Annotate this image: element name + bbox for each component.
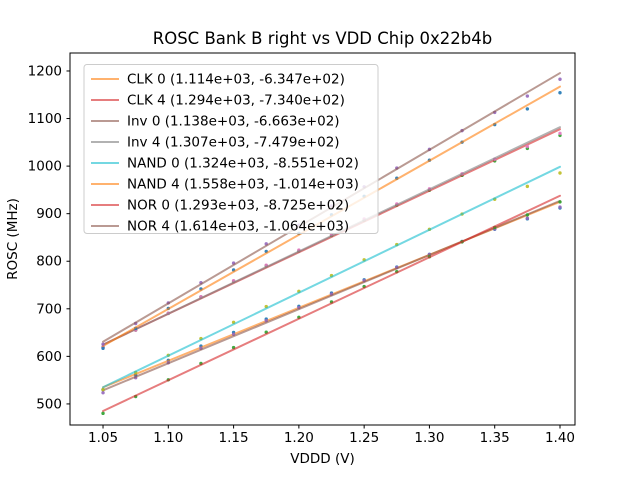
y-tick-label: 700 bbox=[36, 301, 62, 317]
data-point bbox=[101, 411, 105, 416]
series-nor-0 bbox=[101, 194, 562, 416]
x-tick-label: 1.25 bbox=[349, 430, 379, 446]
data-point bbox=[525, 94, 530, 98]
legend-label: CLK 4 (1.294e+03, -7.340e+02) bbox=[127, 93, 345, 109]
legend-entry-nor-4: NOR 4 (1.614e+03, -1.064e+03) bbox=[91, 219, 349, 235]
legend-entry-clk-4: CLK 4 (1.294e+03, -7.340e+02) bbox=[91, 93, 345, 109]
legend-label: NAND 0 (1.324e+03, -8.551e+02) bbox=[127, 156, 359, 172]
y-axis: 500 600 700 800 900 1000 1100 1200 ROSC (MHz) bbox=[5, 63, 70, 412]
data-point bbox=[101, 342, 105, 346]
data-point bbox=[558, 205, 562, 209]
legend-entry-clk-0: CLK 0 (1.114e+03, -6.347e+02) bbox=[91, 72, 345, 88]
data-point bbox=[101, 387, 105, 392]
legend-entry-inv-4: Inv 4 (1.307e+03, -7.479e+02) bbox=[91, 135, 340, 151]
legend-frame bbox=[83, 64, 379, 234]
legend-label: NOR 0 (1.293e+03, -8.725e+02) bbox=[127, 198, 349, 214]
data-point bbox=[525, 184, 530, 189]
data-point bbox=[558, 91, 562, 95]
y-tick-label: 800 bbox=[36, 254, 62, 270]
legend-entry-nand-4: NAND 4 (1.558e+03, -1.014e+03) bbox=[91, 177, 359, 193]
y-tick-label: 1200 bbox=[28, 63, 62, 79]
data-point bbox=[101, 391, 105, 395]
y-tick-label: 500 bbox=[36, 396, 62, 412]
chart-title: ROSC Bank B right vs VDD Chip 0x22b4b bbox=[153, 29, 493, 48]
legend-label: NAND 4 (1.558e+03, -1.014e+03) bbox=[127, 177, 359, 193]
legend: CLK 0 (1.114e+03, -6.347e+02) CLK 4 (1.29… bbox=[83, 64, 379, 235]
legend-entry-nor-0: NOR 0 (1.293e+03, -8.725e+02) bbox=[91, 198, 349, 214]
x-tick-label: 1.05 bbox=[88, 430, 118, 446]
x-tick-label: 1.30 bbox=[414, 430, 444, 446]
y-axis-label: ROSC (MHz) bbox=[5, 198, 21, 280]
x-tick-label: 1.15 bbox=[219, 430, 249, 446]
x-tick-label: 1.10 bbox=[153, 430, 183, 446]
fit-line bbox=[102, 194, 561, 412]
data-point bbox=[558, 131, 562, 136]
y-tick-label: 600 bbox=[36, 349, 62, 365]
data-point bbox=[525, 107, 530, 111]
legend-label: NOR 4 (1.614e+03, -1.064e+03) bbox=[127, 219, 349, 235]
x-axis-label: VDDD (V) bbox=[290, 451, 354, 467]
data-point bbox=[558, 171, 562, 175]
data-point bbox=[525, 144, 530, 149]
fit-line bbox=[102, 165, 561, 389]
x-tick-label: 1.35 bbox=[480, 430, 510, 446]
y-tick-label: 1000 bbox=[28, 159, 62, 175]
x-tick-label: 1.20 bbox=[284, 430, 314, 446]
legend-entry-nand-0: NAND 0 (1.324e+03, -8.551e+02) bbox=[91, 156, 359, 172]
legend-entry-inv-0: Inv 0 (1.138e+03, -6.663e+02) bbox=[91, 114, 340, 130]
data-point bbox=[525, 213, 530, 217]
y-tick-label: 900 bbox=[36, 206, 62, 222]
legend-label: CLK 0 (1.114e+03, -6.347e+02) bbox=[127, 72, 345, 88]
x-axis: 1.05 1.10 1.15 1.20 1.25 1.30 1.35 1.40 VDDD (V) bbox=[88, 425, 575, 467]
fit-line bbox=[102, 126, 561, 346]
y-tick-label: 1100 bbox=[28, 111, 62, 127]
data-point bbox=[525, 216, 530, 220]
axes-spines bbox=[69, 52, 576, 426]
data-point bbox=[558, 200, 562, 204]
legend-label: Inv 4 (1.307e+03, -7.479e+02) bbox=[127, 135, 340, 151]
legend-label: Inv 0 (1.138e+03, -6.663e+02) bbox=[127, 114, 340, 130]
data-point bbox=[558, 77, 562, 81]
data-point bbox=[101, 346, 105, 351]
x-tick-label: 1.40 bbox=[545, 430, 575, 446]
series-nand-0 bbox=[101, 165, 562, 392]
